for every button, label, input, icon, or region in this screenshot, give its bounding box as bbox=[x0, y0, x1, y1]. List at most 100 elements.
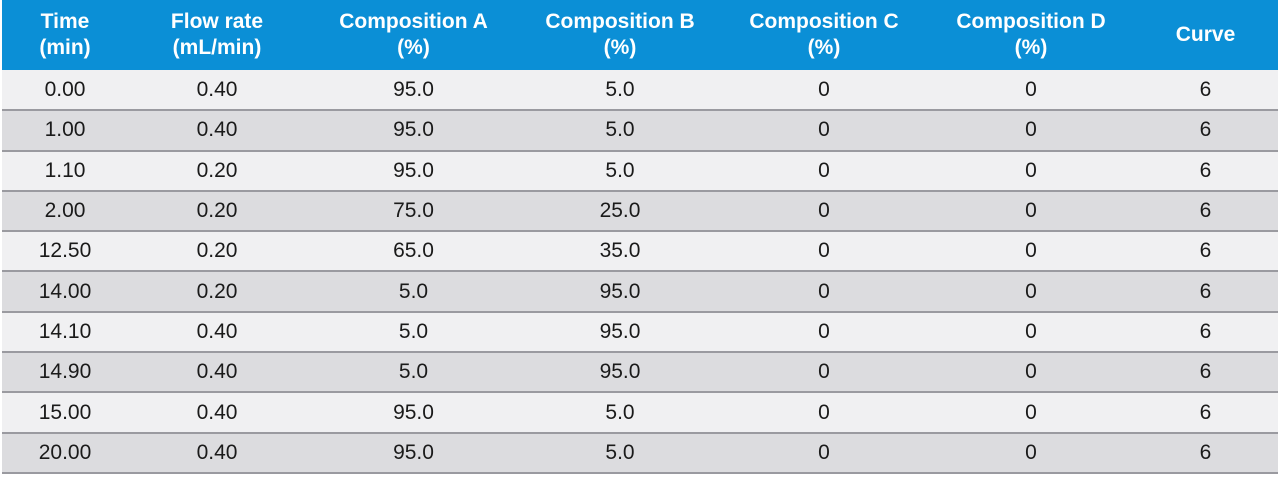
cell-flow-rate: 0.40 bbox=[128, 392, 306, 434]
header-composition-d-label: Composition D bbox=[956, 10, 1106, 33]
cell-composition-c: 0 bbox=[719, 392, 929, 434]
cell-composition-d: 0 bbox=[929, 432, 1133, 474]
header-curve: Curve bbox=[1133, 0, 1278, 70]
table-row: 14.10 0.40 5.0 95.0 0 0 6 bbox=[2, 311, 1278, 354]
cell-flow-rate: 0.40 bbox=[128, 432, 306, 474]
cell-composition-d: 0 bbox=[929, 150, 1133, 192]
table-header: Time (min) Flow rate (mL/min) Compositio… bbox=[2, 0, 1278, 70]
cell-time: 20.00 bbox=[2, 432, 128, 474]
cell-time: 14.90 bbox=[2, 352, 128, 394]
cell-composition-c: 0 bbox=[719, 311, 929, 354]
cell-curve: 6 bbox=[1133, 392, 1278, 434]
cell-composition-b: 5.0 bbox=[521, 70, 719, 112]
header-time-label: Time bbox=[40, 10, 90, 33]
cell-flow-rate: 0.40 bbox=[128, 110, 306, 152]
cell-composition-a: 5.0 bbox=[306, 271, 521, 313]
cell-flow-rate: 0.40 bbox=[128, 311, 306, 354]
cell-composition-b: 5.0 bbox=[521, 432, 719, 474]
cell-composition-c: 0 bbox=[719, 231, 929, 273]
cell-composition-c: 0 bbox=[719, 110, 929, 152]
header-composition-a-label: Composition A bbox=[339, 10, 488, 33]
cell-composition-c: 0 bbox=[719, 150, 929, 192]
header-composition-b: Composition B (%) bbox=[521, 0, 719, 70]
cell-flow-rate: 0.20 bbox=[128, 231, 306, 273]
header-time: Time (min) bbox=[2, 0, 128, 70]
cell-composition-d: 0 bbox=[929, 271, 1133, 313]
cell-composition-b: 95.0 bbox=[521, 271, 719, 313]
cell-composition-a: 95.0 bbox=[306, 432, 521, 474]
cell-composition-c: 0 bbox=[719, 432, 929, 474]
cell-curve: 6 bbox=[1133, 150, 1278, 192]
header-composition-a-unit: (%) bbox=[397, 36, 430, 59]
cell-composition-a: 95.0 bbox=[306, 392, 521, 434]
cell-composition-a: 95.0 bbox=[306, 110, 521, 152]
cell-composition-c: 0 bbox=[719, 271, 929, 313]
header-composition-c-unit: (%) bbox=[807, 36, 841, 59]
table-row: 20.00 0.40 95.0 5.0 0 0 6 bbox=[2, 432, 1278, 474]
cell-composition-c: 0 bbox=[719, 352, 929, 394]
header-flow-rate: Flow rate (mL/min) bbox=[128, 0, 306, 70]
cell-composition-b: 95.0 bbox=[521, 352, 719, 394]
cell-curve: 6 bbox=[1133, 231, 1278, 273]
header-composition-c: Composition C (%) bbox=[719, 0, 929, 70]
header-composition-b-unit: (%) bbox=[603, 36, 637, 59]
cell-composition-c: 0 bbox=[719, 70, 929, 112]
cell-flow-rate: 0.40 bbox=[128, 70, 306, 112]
cell-time: 14.10 bbox=[2, 311, 128, 354]
cell-curve: 6 bbox=[1133, 110, 1278, 152]
cell-composition-d: 0 bbox=[929, 392, 1133, 434]
cell-composition-a: 95.0 bbox=[306, 150, 521, 192]
cell-composition-a: 75.0 bbox=[306, 190, 521, 233]
table-row: 14.00 0.20 5.0 95.0 0 0 6 bbox=[2, 271, 1278, 313]
cell-flow-rate: 0.20 bbox=[128, 271, 306, 313]
header-composition-b-label: Composition B bbox=[545, 10, 695, 33]
header-flow-rate-unit: (mL/min) bbox=[172, 36, 262, 59]
header-composition-d-unit: (%) bbox=[1014, 36, 1048, 59]
cell-time: 15.00 bbox=[2, 392, 128, 434]
cell-time: 14.00 bbox=[2, 271, 128, 313]
cell-curve: 6 bbox=[1133, 271, 1278, 313]
header-composition-a: Composition A (%) bbox=[306, 0, 521, 70]
cell-composition-d: 0 bbox=[929, 110, 1133, 152]
table-row: 2.00 0.20 75.0 25.0 0 0 6 bbox=[2, 190, 1278, 233]
cell-composition-b: 5.0 bbox=[521, 150, 719, 192]
cell-composition-d: 0 bbox=[929, 190, 1133, 233]
cell-composition-a: 5.0 bbox=[306, 311, 521, 354]
cell-flow-rate: 0.40 bbox=[128, 352, 306, 394]
table-row: 14.90 0.40 5.0 95.0 0 0 6 bbox=[2, 352, 1278, 394]
table-row: 12.50 0.20 65.0 35.0 0 0 6 bbox=[2, 231, 1278, 273]
cell-time: 1.00 bbox=[2, 110, 128, 152]
cell-composition-b: 5.0 bbox=[521, 392, 719, 434]
header-row: Time (min) Flow rate (mL/min) Compositio… bbox=[2, 0, 1278, 70]
cell-time: 12.50 bbox=[2, 231, 128, 273]
cell-composition-d: 0 bbox=[929, 311, 1133, 354]
cell-flow-rate: 0.20 bbox=[128, 190, 306, 233]
header-flow-rate-label: Flow rate bbox=[170, 10, 264, 33]
cell-composition-b: 25.0 bbox=[521, 190, 719, 233]
cell-composition-b: 5.0 bbox=[521, 110, 719, 152]
header-curve-label: Curve bbox=[1175, 23, 1236, 46]
header-composition-c-label: Composition C bbox=[749, 10, 899, 33]
table-body: 0.00 0.40 95.0 5.0 0 0 6 1.00 0.40 95.0 … bbox=[2, 70, 1278, 474]
cell-time: 0.00 bbox=[2, 70, 128, 112]
table-row: 1.00 0.40 95.0 5.0 0 0 6 bbox=[2, 110, 1278, 152]
cell-composition-c: 0 bbox=[719, 190, 929, 233]
cell-curve: 6 bbox=[1133, 311, 1278, 354]
cell-curve: 6 bbox=[1133, 432, 1278, 474]
cell-curve: 6 bbox=[1133, 190, 1278, 233]
cell-curve: 6 bbox=[1133, 352, 1278, 394]
cell-time: 2.00 bbox=[2, 190, 128, 233]
cell-composition-a: 65.0 bbox=[306, 231, 521, 273]
cell-flow-rate: 0.20 bbox=[128, 150, 306, 192]
cell-time: 1.10 bbox=[2, 150, 128, 192]
table-row: 15.00 0.40 95.0 5.0 0 0 6 bbox=[2, 392, 1278, 434]
cell-composition-b: 35.0 bbox=[521, 231, 719, 273]
cell-composition-d: 0 bbox=[929, 70, 1133, 112]
table-row: 0.00 0.40 95.0 5.0 0 0 6 bbox=[2, 70, 1278, 112]
gradient-table: Time (min) Flow rate (mL/min) Compositio… bbox=[2, 0, 1278, 474]
cell-curve: 6 bbox=[1133, 70, 1278, 112]
cell-composition-b: 95.0 bbox=[521, 311, 719, 354]
gradient-table-container: Time (min) Flow rate (mL/min) Compositio… bbox=[2, 0, 1278, 474]
cell-composition-a: 5.0 bbox=[306, 352, 521, 394]
cell-composition-d: 0 bbox=[929, 352, 1133, 394]
